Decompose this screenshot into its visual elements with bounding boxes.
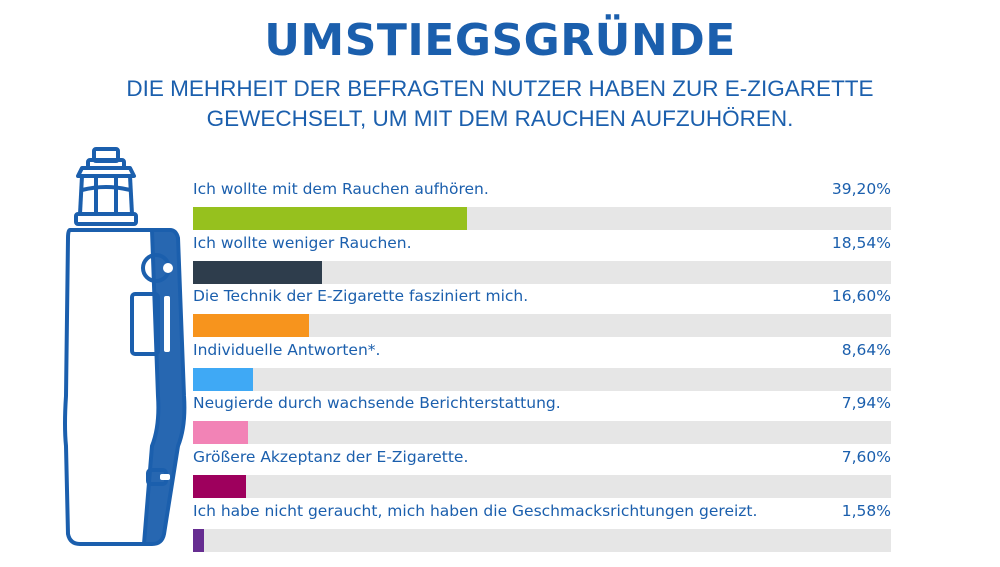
bar bbox=[193, 367, 254, 391]
bar-category-label: Ich habe nicht geraucht, mich haben die … bbox=[193, 501, 758, 520]
bar bbox=[193, 260, 323, 284]
bar-row: Neugierde durch wachsende Berichterstatt… bbox=[193, 392, 891, 445]
bar-value-label: 39,20% bbox=[831, 180, 891, 198]
bar-value-label: 1,58% bbox=[841, 501, 891, 520]
bar-chart: Ich wollte mit dem Rauchen aufhören. 39,2… bbox=[193, 178, 891, 558]
bar-track bbox=[193, 421, 891, 445]
subtitle-line-2: GEWECHSELT, UM MIT DEM RAUCHEN AUFZUHÖRE… bbox=[206, 106, 794, 131]
bar-track bbox=[193, 528, 891, 552]
bar bbox=[193, 314, 309, 338]
subtitle-line-1: DIE MEHRHEIT DER BEFRAGTEN NUTZER HABEN … bbox=[126, 76, 874, 101]
bar bbox=[193, 207, 467, 230]
bar-category-label: Individuelle Antworten*. bbox=[193, 340, 381, 359]
e-cigarette-icon bbox=[63, 147, 187, 546]
bar-value-label: 8,64% bbox=[841, 340, 891, 359]
chart-title: UMSTIEGSGRÜNDE bbox=[264, 15, 736, 66]
chart-subtitle: DIE MEHRHEIT DER BEFRAGTEN NUTZER HABEN … bbox=[60, 74, 940, 134]
bar-value-label: 7,60% bbox=[841, 448, 891, 466]
bar-track bbox=[193, 260, 891, 284]
bar-row: Ich wollte mit dem Rauchen aufhören. 39,2… bbox=[193, 178, 891, 230]
bar-category-label: Ich wollte mit dem Rauchen aufhören. bbox=[193, 180, 489, 198]
bar-track bbox=[193, 475, 891, 498]
bar-category-label: Neugierde durch wachsende Berichterstatt… bbox=[193, 394, 561, 413]
bar-track bbox=[193, 367, 891, 391]
bar-track bbox=[193, 314, 891, 338]
bar-value-label: 7,94% bbox=[841, 394, 891, 413]
bar-category-label: Größere Akzeptanz der E-Zigarette. bbox=[193, 448, 469, 466]
bar-row: Individuelle Antworten*. 8,64% bbox=[193, 339, 891, 391]
bar-category-label: Die Technik der E-Zigarette fasziniert m… bbox=[193, 287, 529, 306]
bar-row: Die Technik der E-Zigarette fasziniert m… bbox=[193, 285, 891, 338]
bar-row: Ich habe nicht geraucht, mich haben die … bbox=[193, 500, 891, 552]
bar-value-label: 16,60% bbox=[831, 287, 891, 306]
bar bbox=[193, 528, 205, 552]
bar-track bbox=[193, 207, 891, 230]
bar bbox=[193, 475, 247, 498]
bar-row: Größere Akzeptanz der E-Zigarette. 7,60% bbox=[193, 446, 891, 498]
bar bbox=[193, 421, 249, 445]
bar-value-label: 18,54% bbox=[831, 233, 891, 252]
bar-row: Ich wollte weniger Rauchen. 18,54% bbox=[193, 232, 891, 284]
bar-category-label: Ich wollte weniger Rauchen. bbox=[193, 233, 412, 252]
